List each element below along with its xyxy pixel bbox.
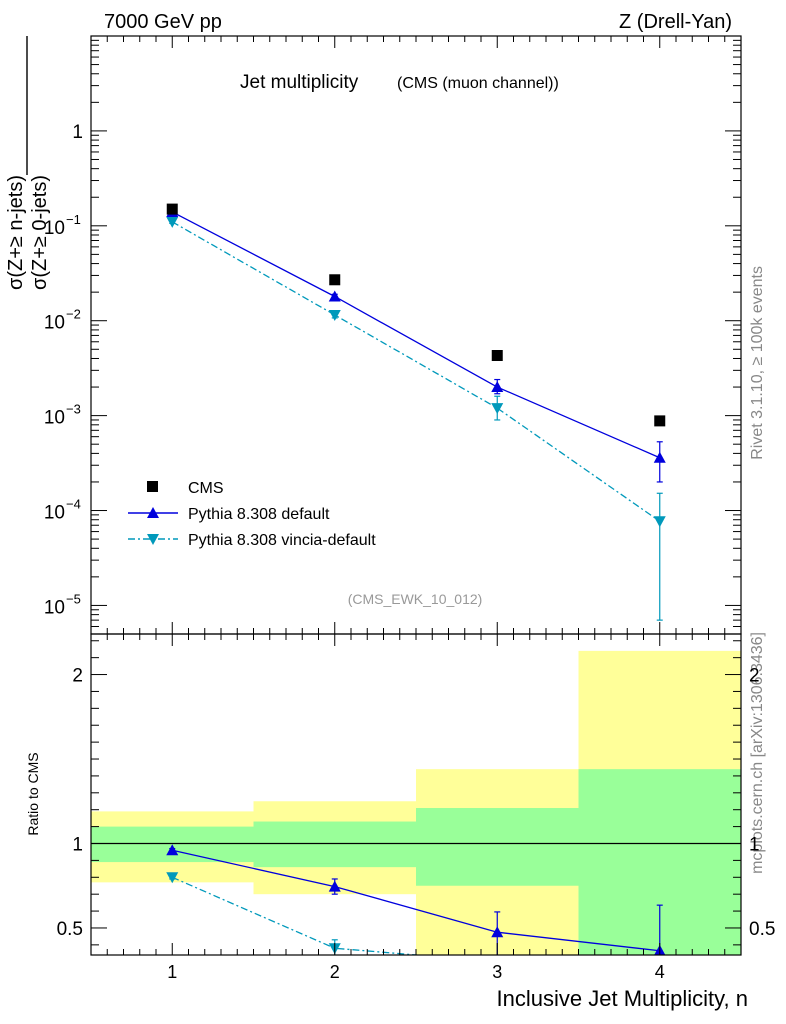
main-y-tick-label-3: 10: [44, 313, 65, 334]
cms-point-2: [329, 274, 341, 286]
ratio-y-tick-label-right-2: 2: [749, 666, 760, 687]
x-tick-label-4: 4: [655, 962, 665, 982]
ratio-y-tick-label-left-0.5: 0.5: [57, 919, 83, 940]
header-right: Z (Drell-Yan): [619, 11, 732, 33]
main-vincia-point-2: [328, 309, 341, 321]
main-y-tick-exp-3: −2: [66, 307, 81, 322]
main-y-tick-label-6: 10: [44, 597, 65, 618]
cms-point-1: [166, 203, 178, 215]
ylabel-denominator: σ(Z+≥ 0-jets): [29, 175, 51, 290]
ratio-plot: 1 2 3 4 0.5 0.5 1 1 2 2: [57, 633, 775, 982]
cms-point-3: [491, 350, 503, 362]
mcplots-label: mcplots.cern.ch [arXiv:1306.3436]: [749, 632, 766, 874]
x-tick-label-3: 3: [492, 962, 502, 982]
ratio-default-point-2: [328, 880, 341, 892]
main-y-tick-exp-6: −5: [66, 591, 81, 606]
cms-point-4: [654, 415, 666, 427]
main-y-tick-label-5: 10: [44, 503, 65, 524]
chart-title: Jet multiplicity: [240, 72, 359, 93]
legend-label-default: Pythia 8.308 default: [188, 506, 330, 523]
main-y-tick-exp-2: −1: [66, 212, 81, 227]
legend-marker-cms: [147, 481, 158, 492]
ratio-default-line: [172, 849, 660, 952]
x-axis-label: Inclusive Jet Multiplicity, n: [497, 986, 748, 1011]
analysis-watermark: (CMS_EWK_10_012): [348, 591, 483, 607]
ratio-default-point-1: [166, 844, 179, 856]
band-inner-2: [253, 821, 416, 868]
main-ylabel: σ(Z+≥ n-jets) σ(Z+≥ 0-jets): [5, 36, 51, 290]
ylabel-numerator: σ(Z+≥ n-jets): [5, 175, 27, 290]
ratio-y-tick-label-left-1: 1: [72, 834, 83, 855]
main-y-tick-label-4: 10: [44, 408, 65, 429]
legend-label-cms: CMS: [188, 480, 224, 497]
main-vincia-point-4: [653, 516, 666, 528]
main-series: [166, 203, 666, 621]
main-vincia-point-1: [166, 216, 179, 228]
ratio-y-tick-label-left-2: 2: [72, 666, 83, 687]
ratio-y-tick-label-right-0.5: 0.5: [749, 919, 775, 940]
legend-label-vincia: Pythia 8.308 vincia-default: [188, 532, 376, 549]
header-left: 7000 GeV pp: [104, 11, 222, 33]
legend-marker-vincia: [147, 534, 159, 545]
band-inner-3: [416, 808, 579, 886]
main-plot: 110−110−210−310−410−5: [44, 35, 742, 635]
x-tick-label-2: 2: [330, 962, 340, 982]
chart-subtitle: (CMS (muon channel)): [397, 75, 559, 92]
main-default-point-4: [653, 451, 666, 463]
legend-marker-default: [147, 507, 159, 518]
main-vincia-line: [171, 221, 661, 522]
main-default-point-3: [491, 381, 504, 393]
main-vincia-point-3: [491, 403, 504, 415]
main-default-point-2: [328, 290, 341, 302]
ratio-default-point-3: [491, 926, 504, 938]
main-y-tick-exp-5: −4: [66, 497, 81, 512]
rivet-label: Rivet 3.1.10, ≥ 100k events: [749, 266, 766, 460]
legend: CMS Pythia 8.308 default Pythia 8.308 vi…: [128, 480, 376, 549]
main-y-tick-exp-4: −3: [66, 402, 81, 417]
main-y-tick-label-1: 1: [72, 122, 83, 143]
x-tick-label-1: 1: [167, 962, 177, 982]
ratio-vincia-point-1: [166, 872, 179, 884]
ratio-y-tick-label-right-1: 1: [749, 834, 760, 855]
ratio-ylabel: Ratio to CMS: [25, 752, 41, 835]
main-y-tick-label-2: 10: [44, 218, 65, 239]
main-default-line: [171, 211, 661, 459]
